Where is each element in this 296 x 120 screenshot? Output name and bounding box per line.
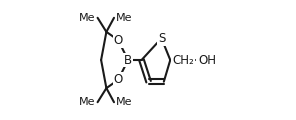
Text: B: B [124, 54, 132, 66]
Text: Me: Me [116, 13, 132, 23]
Text: S: S [158, 32, 165, 45]
Text: O: O [113, 34, 123, 47]
Text: CH₂: CH₂ [172, 54, 194, 66]
Text: Me: Me [116, 97, 132, 107]
Text: Me: Me [79, 97, 96, 107]
Text: Me: Me [79, 13, 96, 23]
Text: OH: OH [198, 54, 216, 66]
Text: O: O [113, 73, 123, 86]
